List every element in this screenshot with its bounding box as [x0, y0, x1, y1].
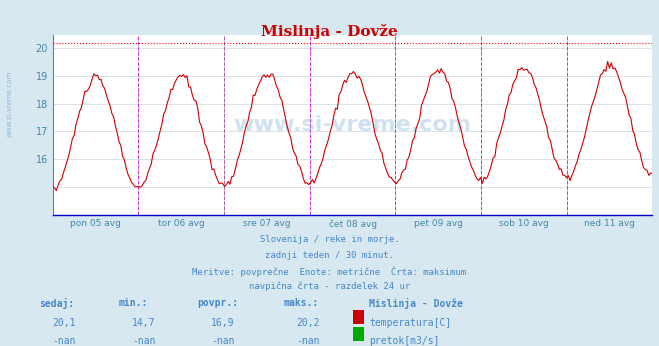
Text: www.si-vreme.com: www.si-vreme.com [7, 71, 13, 137]
Text: min.:: min.: [119, 298, 148, 308]
Text: -nan: -nan [132, 336, 156, 346]
Text: -nan: -nan [53, 336, 76, 346]
Text: navpična črta - razdelek 24 ur: navpična črta - razdelek 24 ur [249, 282, 410, 291]
Text: sedaj:: sedaj: [40, 298, 74, 309]
Text: Mislinja - Dovže: Mislinja - Dovže [261, 24, 398, 39]
Text: Meritve: povprečne  Enote: metrične  Črta: maksimum: Meritve: povprečne Enote: metrične Črta:… [192, 266, 467, 277]
Text: 20,1: 20,1 [53, 318, 76, 328]
Text: temperatura[C]: temperatura[C] [369, 318, 451, 328]
Text: -nan: -nan [297, 336, 320, 346]
Text: maks.:: maks.: [283, 298, 318, 308]
Text: Mislinja - Dovže: Mislinja - Dovže [369, 298, 463, 309]
Text: pretok[m3/s]: pretok[m3/s] [369, 336, 440, 346]
Text: 20,2: 20,2 [297, 318, 320, 328]
Text: Slovenija / reke in morje.: Slovenija / reke in morje. [260, 235, 399, 244]
Text: zadnji teden / 30 minut.: zadnji teden / 30 minut. [265, 251, 394, 260]
Text: povpr.:: povpr.: [198, 298, 239, 308]
Text: 16,9: 16,9 [211, 318, 235, 328]
Text: 14,7: 14,7 [132, 318, 156, 328]
Text: www.si-vreme.com: www.si-vreme.com [233, 115, 472, 135]
Text: -nan: -nan [211, 336, 235, 346]
